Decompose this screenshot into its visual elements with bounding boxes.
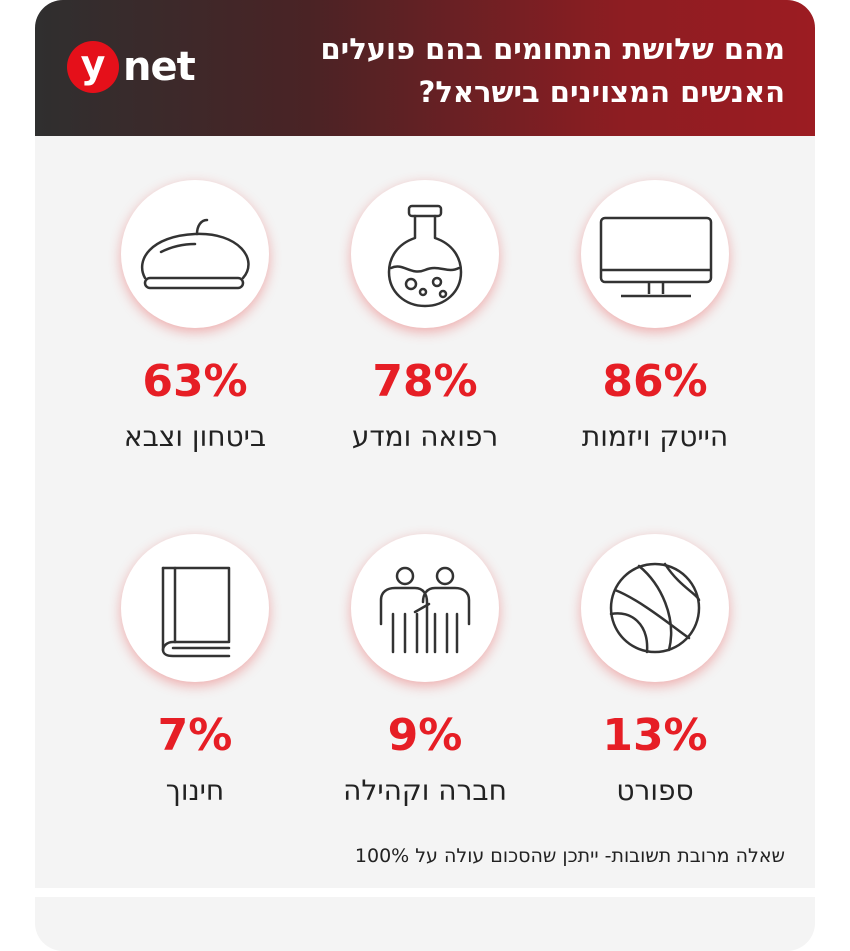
ynet-logo: y net [67, 40, 196, 94]
category-label: חינוך [165, 774, 225, 807]
page-title: מהם שלושת התחומים בהם פועלים האנשים המצו… [320, 32, 785, 109]
percent-value: 63% [142, 356, 248, 407]
bottom-card [35, 897, 815, 951]
icon-circle [351, 180, 499, 328]
book-icon [161, 566, 231, 658]
category-label: ספורט [616, 774, 694, 807]
icon-circle [581, 534, 729, 682]
icon-circle [351, 534, 499, 682]
monitor-icon [599, 216, 713, 298]
logo-y-badge: y [67, 41, 119, 93]
flask-icon [387, 204, 463, 308]
icon-circle [121, 180, 269, 328]
category-label: רפואה ומדע [351, 420, 499, 453]
category-label: חברה וקהילה [343, 774, 507, 807]
category-label: הייטק ויזמות [581, 420, 729, 453]
footnote: שאלה מרובת תשובות- ייתכן שהסכום עולה על … [354, 845, 785, 867]
percent-value: 7% [157, 710, 233, 761]
category-label: ביטחון וצבא [123, 420, 267, 453]
percent-value: 13% [602, 710, 708, 761]
people-icon [379, 566, 471, 654]
infographic-card: y net מהם שלושת התחומים בהם פועלים האנשי… [35, 0, 815, 888]
icon-circle [121, 534, 269, 682]
icon-circle [581, 180, 729, 328]
basketball-icon [609, 562, 701, 654]
percent-value: 9% [387, 710, 463, 761]
percent-value: 86% [602, 356, 708, 407]
beret-icon [140, 218, 250, 290]
percent-value: 78% [372, 356, 478, 407]
logo-net-text: net [123, 44, 196, 90]
header-banner: y net מהם שלושת התחומים בהם פועלים האנשי… [35, 0, 815, 136]
